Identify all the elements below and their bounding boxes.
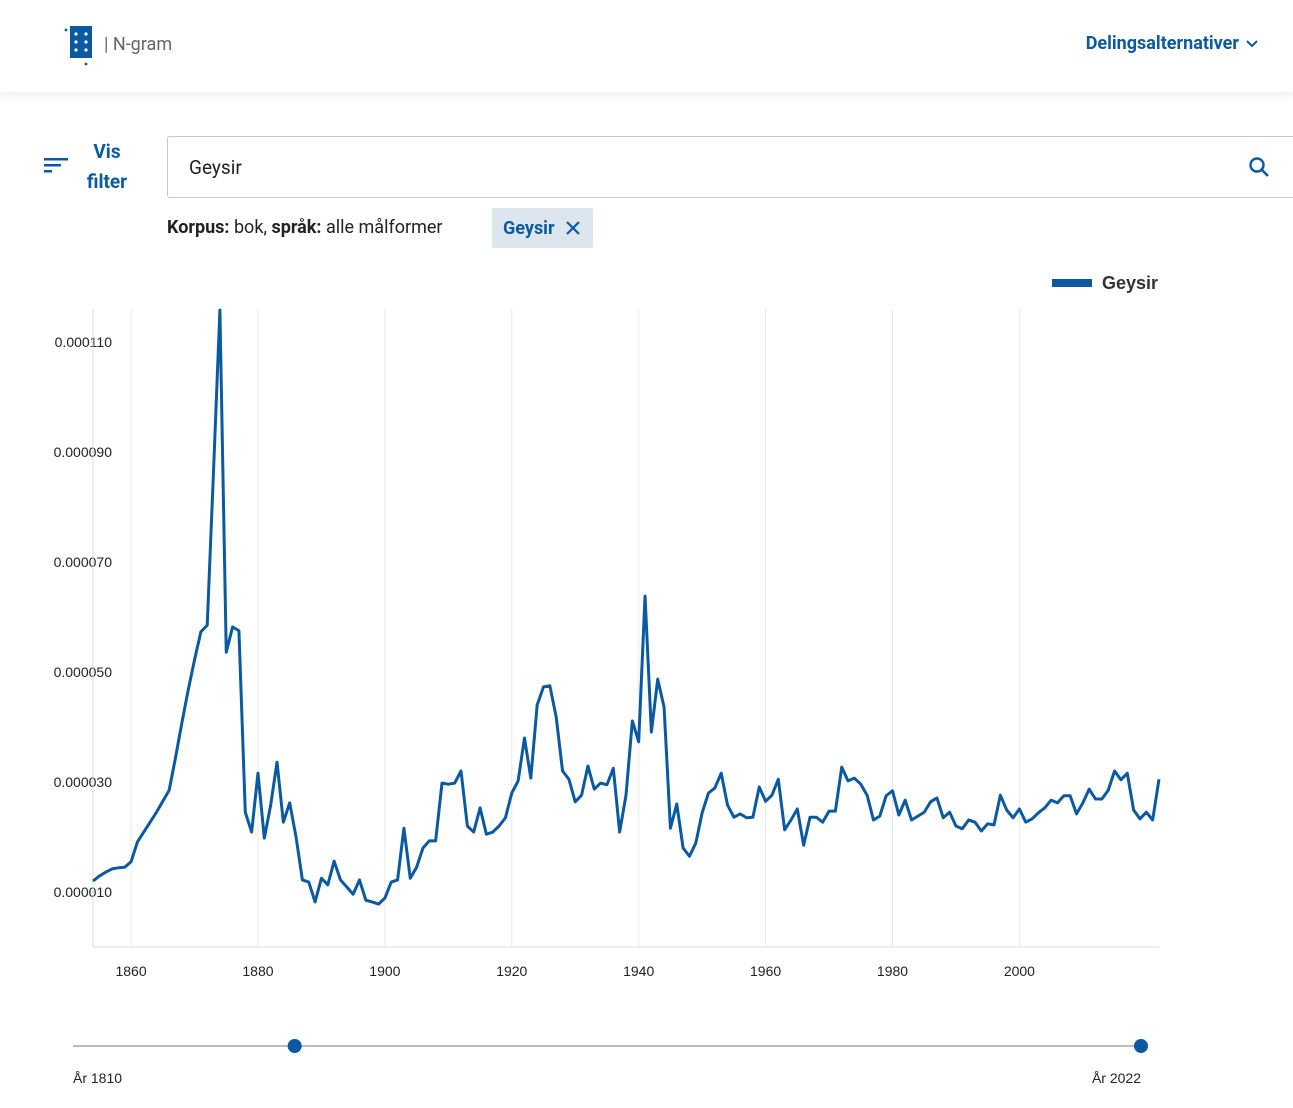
slider-handle[interactable] xyxy=(287,1039,302,1053)
chip-label: Geysir xyxy=(503,217,555,239)
legend-label: Geysir xyxy=(1102,273,1158,293)
data-line xyxy=(92,308,1161,906)
x-tick-label: 1880 xyxy=(242,963,273,979)
chevron-icon xyxy=(1246,39,1258,47)
y-tick-label: 0.000030 xyxy=(54,774,113,790)
corpus: bok, xyxy=(233,217,267,238)
y-tick-label: 0.000110 xyxy=(55,334,113,350)
legend-swatch xyxy=(1052,279,1092,287)
corpus-info: Korpus: bok, språk: alle målformer xyxy=(167,217,443,238)
share-menu[interactable]: Delingsalternativer xyxy=(1086,33,1259,54)
search-query[interactable]: Geysir xyxy=(189,156,242,179)
language-label: språk: xyxy=(271,217,322,238)
x-tick-label: 1860 xyxy=(115,963,146,979)
header: | N-gram Delingsalternativer xyxy=(0,0,1293,92)
x-tick-label: 1960 xyxy=(750,963,781,979)
search-box[interactable]: Geysir xyxy=(167,136,1293,198)
slider-handle[interactable] xyxy=(1134,1039,1148,1053)
logo[interactable] xyxy=(62,24,96,68)
slider-max-label: År 2022 xyxy=(1092,1070,1141,1086)
share-menu-label: Delingsalternativer xyxy=(1085,33,1239,54)
x-tick-label: 1900 xyxy=(369,963,400,979)
x-tick-label: 1980 xyxy=(877,963,908,979)
filter-button[interactable]: Vis filter xyxy=(86,140,128,193)
language: alle målformer xyxy=(325,217,443,238)
search-icon[interactable] xyxy=(1248,156,1272,180)
chip-remove-icon[interactable] xyxy=(565,220,581,236)
slider-min-label: År 1810 xyxy=(73,1070,122,1086)
term-chip[interactable]: Geysir xyxy=(492,208,593,248)
y-tick-label: 0.000010 xyxy=(54,884,113,900)
x-tick-label: 2000 xyxy=(1004,963,1035,979)
x-tick-label: 1940 xyxy=(623,963,654,979)
y-tick-label: 0.000090 xyxy=(54,444,113,460)
corpus-label: Korpus: xyxy=(167,217,230,238)
y-tick-label: 0.000070 xyxy=(54,554,113,570)
y-tick-label: 0.000050 xyxy=(54,664,113,680)
app-name: | N-gram xyxy=(104,34,173,55)
x-tick-label: 1920 xyxy=(496,963,527,979)
filter-icon[interactable] xyxy=(44,156,70,176)
